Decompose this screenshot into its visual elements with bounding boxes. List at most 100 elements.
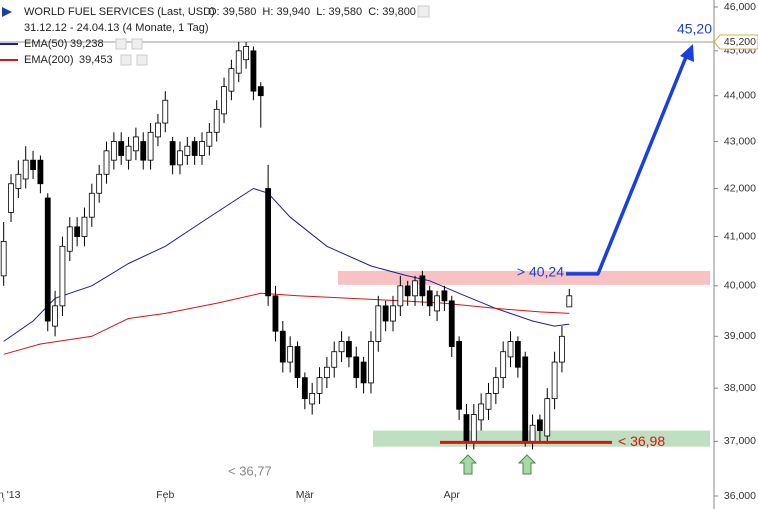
candle-body (147, 131, 154, 161)
arrow-head (680, 43, 694, 62)
candle-body (331, 351, 338, 368)
candle-body (463, 414, 470, 442)
candle-body (412, 280, 418, 297)
ema-line (3, 292, 570, 355)
x-tick-label: Jan '13 (0, 489, 21, 501)
candle-body (8, 183, 14, 213)
candle-body (434, 295, 440, 312)
candle-body (206, 131, 213, 147)
candle-body (81, 216, 88, 237)
candle-body (375, 305, 382, 342)
legend-value: 39,238 (70, 38, 104, 50)
candle-body (74, 226, 81, 237)
candle-body (59, 245, 66, 307)
candle-body (88, 192, 95, 218)
candle-body (22, 159, 29, 180)
candle-body (338, 341, 345, 353)
close-icon[interactable] (131, 38, 143, 50)
candle-body (514, 341, 521, 368)
level-label: > 40,24 (517, 264, 564, 280)
y-tick-label: 37,000 (724, 435, 756, 447)
candle-body (44, 197, 51, 322)
candle-body (162, 99, 169, 124)
candle-body (566, 295, 573, 308)
settings-icon[interactable] (120, 54, 132, 66)
candle-body (559, 335, 565, 363)
candle-body (96, 173, 103, 194)
candle-body (118, 141, 125, 156)
legend-label: EMA(50) (24, 38, 67, 50)
candle-body (294, 346, 301, 379)
x-tick-label: Mär (296, 489, 315, 501)
x-tick-label: Apr (444, 489, 461, 501)
candle-body (492, 377, 499, 394)
y-tick-label: 44,000 (724, 89, 756, 101)
candle-body (529, 424, 536, 442)
candle-body (309, 392, 316, 405)
candle-body (404, 285, 411, 297)
candle-body (132, 136, 139, 152)
candle-body (52, 305, 58, 327)
y-tick-label: 43,000 (724, 135, 756, 147)
candle-body (441, 290, 448, 302)
candle-body (353, 356, 360, 379)
candle-body (287, 346, 294, 363)
candle-body (485, 392, 492, 410)
candle-body (507, 341, 514, 358)
y-tick-label: 39,000 (724, 330, 756, 342)
candle-body (66, 226, 73, 252)
symbol-icon (2, 7, 12, 17)
chart-title: WORLD FUEL SERVICES (Last, USD) (24, 6, 215, 18)
y-tick-label: 40,000 (724, 280, 756, 292)
y-tick-label: 42,000 (724, 182, 756, 194)
candle-body (243, 46, 249, 61)
support-arrow (458, 454, 478, 475)
settings-icon[interactable] (417, 5, 430, 18)
candle-body (103, 150, 110, 175)
candle-body (470, 414, 477, 442)
candle-body (110, 141, 117, 161)
level-label: 45,20 (677, 21, 712, 37)
candle-body (301, 377, 308, 400)
target-marker-label: 45,200 (724, 36, 756, 48)
ema-line (3, 187, 570, 342)
candle-body (397, 285, 404, 307)
y-tick-label: 36,000 (724, 490, 756, 502)
y-tick-label: 38,000 (724, 382, 756, 394)
candle-body (426, 290, 433, 307)
low-note: < 36,77 (228, 463, 272, 478)
candle-body (15, 173, 22, 189)
candle-body (250, 50, 257, 92)
candle-body (448, 300, 455, 347)
candle-body (382, 305, 389, 322)
legend-label: EMA(200) (24, 54, 74, 66)
candle-body (346, 341, 352, 358)
support-arrow (517, 454, 537, 475)
candle-body (228, 68, 235, 92)
candle-body (456, 341, 463, 410)
candle-body (360, 361, 367, 384)
candle-body (235, 50, 242, 74)
candle-body (522, 356, 529, 442)
close-icon[interactable] (136, 54, 148, 66)
candle-body (272, 295, 279, 332)
candle-body (199, 141, 205, 156)
candle-body (177, 150, 183, 166)
candle-body (0, 241, 7, 277)
candle-body (544, 398, 551, 437)
candle-body (323, 366, 330, 379)
candle-body (30, 159, 36, 170)
candle-body (140, 141, 147, 161)
candle-body (316, 377, 323, 394)
legend-value: 39,453 (79, 54, 113, 66)
candle-body (551, 361, 558, 400)
projection-arrow (566, 51, 690, 276)
candle-body (125, 145, 132, 161)
y-tick-label: 46,000 (724, 1, 756, 13)
x-tick-label: Feb (156, 489, 174, 501)
candle-body (279, 330, 286, 363)
settings-icon[interactable] (115, 38, 127, 50)
level-label: < 36,98 (618, 433, 665, 449)
candle-body (500, 351, 507, 379)
